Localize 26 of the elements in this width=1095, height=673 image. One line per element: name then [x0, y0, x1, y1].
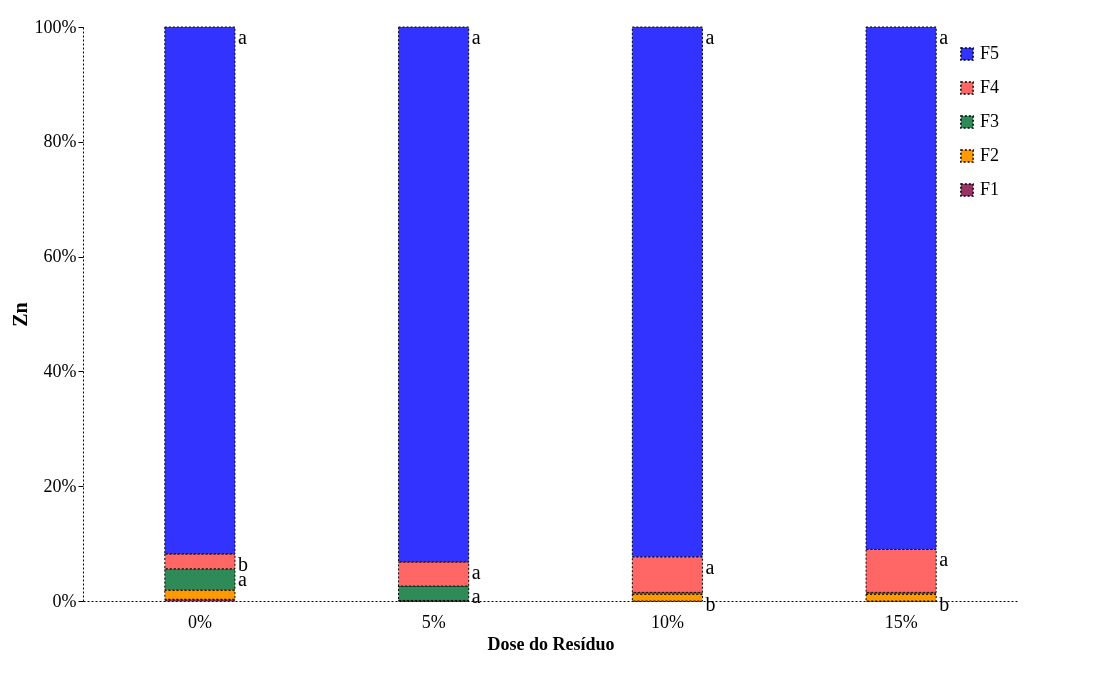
y-tick-label: 80%	[43, 131, 77, 152]
annotation: a	[939, 548, 949, 571]
legend-label: F1	[980, 179, 1000, 199]
y-tick-label: 20%	[43, 475, 77, 496]
annotation: a	[237, 26, 247, 48]
x-tick-label: 0%	[187, 611, 212, 632]
y-tick-label: 40%	[43, 360, 77, 381]
y-tick-label: 100%	[34, 16, 77, 37]
legend-label: F5	[980, 43, 1000, 63]
y-tick-label: 0%	[52, 590, 77, 611]
annotation: a	[705, 26, 715, 48]
annotation: b	[939, 593, 950, 616]
annotation: a	[939, 26, 949, 48]
annotation: a	[471, 560, 481, 583]
y-tick-label: 60%	[43, 246, 77, 267]
y-axis-title: Zn	[8, 302, 31, 327]
annotation: a	[705, 555, 715, 578]
legend-label: F2	[980, 145, 1000, 165]
x-tick-label: 10%	[650, 611, 684, 632]
x-tick-label: 15%	[884, 611, 918, 632]
annotation: a	[471, 26, 481, 48]
x-tick-label: 5%	[421, 611, 446, 632]
legend-label: F3	[980, 111, 1000, 131]
annotation: a	[471, 585, 481, 608]
x-axis-title: Dose do Resíduo	[487, 633, 615, 654]
legend-label: F4	[980, 77, 1000, 97]
